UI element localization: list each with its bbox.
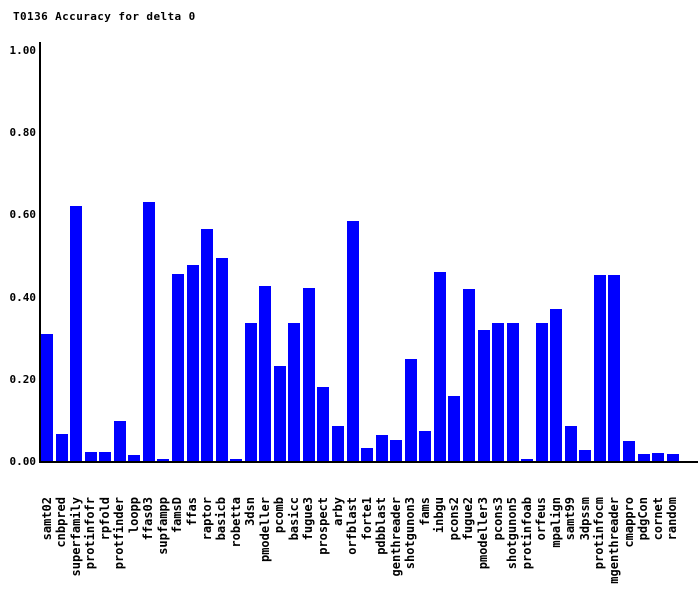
x-tick-label-text: fugue3 bbox=[301, 497, 315, 541]
bar-cnbpred bbox=[56, 434, 68, 461]
x-tick-label-text: basicc bbox=[287, 497, 301, 541]
bar-pcons2 bbox=[448, 396, 460, 461]
bar-inbgu bbox=[434, 272, 446, 461]
x-tick-label-text: raptor bbox=[200, 497, 214, 541]
x-tick-label-text: mpalign bbox=[549, 497, 563, 548]
bar-prospect bbox=[317, 387, 329, 461]
bar-pmodeller3 bbox=[478, 330, 490, 461]
bar-3dsn bbox=[245, 323, 257, 461]
x-tick-label-text: pcons3 bbox=[491, 497, 505, 541]
x-tick-label-text: orfeus bbox=[534, 497, 548, 541]
bar-ffas03 bbox=[143, 202, 155, 461]
x-tick-label-text: protfinder bbox=[112, 497, 126, 570]
x-tick-label-text: ffas bbox=[185, 497, 199, 526]
x-tick-label-text: samt02 bbox=[40, 497, 54, 541]
x-tick-label-text: fugue2 bbox=[461, 497, 475, 541]
bar-mpalign bbox=[550, 309, 562, 461]
y-tick-label: 0.60 bbox=[9, 208, 37, 222]
x-tick-label-text: protinfocm bbox=[592, 497, 606, 570]
chart-title: T0136 Accuracy for delta 0 bbox=[13, 10, 196, 23]
x-tick-label-text: shotgunon5 bbox=[505, 497, 519, 570]
x-tick-label-text: rpfold bbox=[98, 497, 112, 541]
bar-pcomb bbox=[274, 366, 286, 461]
y-axis-line bbox=[39, 42, 41, 463]
bar-famsD bbox=[172, 274, 184, 461]
x-tick-label-text: protinfofr bbox=[83, 497, 97, 570]
bar-raptor bbox=[201, 229, 213, 461]
bar-mgenthreader bbox=[608, 275, 620, 461]
x-tick-label-text: pcons2 bbox=[447, 497, 461, 541]
y-tick-label: 1.00 bbox=[9, 44, 37, 57]
bar-supfampp bbox=[157, 459, 169, 461]
x-tick-label-text: protinfoab bbox=[520, 497, 534, 570]
x-tick-label-text: supfampp bbox=[156, 497, 170, 555]
x-tick-label-text: pcomb bbox=[272, 497, 286, 534]
bar-pdgCon bbox=[638, 454, 650, 461]
x-tick-label-text: cornet bbox=[651, 497, 665, 541]
y-tick-label: 0.20 bbox=[9, 372, 37, 386]
bar-basicb bbox=[216, 258, 228, 461]
bar-fams bbox=[419, 431, 431, 461]
bar-fugue3 bbox=[303, 288, 315, 461]
bar-cornet bbox=[652, 453, 664, 461]
x-tick-label-text: genthreader bbox=[389, 497, 403, 577]
bar-shotgunon5 bbox=[507, 323, 519, 461]
bar-protinfocm bbox=[594, 275, 606, 461]
bar-forte1 bbox=[361, 448, 373, 461]
bar-loopp bbox=[128, 455, 140, 461]
y-tick-label: 0.00 bbox=[9, 455, 37, 468]
x-tick-label-text: forte1 bbox=[360, 497, 374, 541]
x-tick-label-text: samt99 bbox=[563, 497, 577, 541]
bar-protinfoab bbox=[521, 459, 533, 461]
bar-superfamily bbox=[70, 206, 82, 461]
bar-shotgunon3 bbox=[405, 359, 417, 461]
bar-pdbblast bbox=[376, 435, 388, 461]
x-tick-label-text: pmodeller bbox=[258, 497, 272, 563]
bar-3dpssm bbox=[579, 450, 591, 461]
x-tick-label-text: prospect bbox=[316, 497, 330, 555]
x-tick-label-text: famsD bbox=[170, 497, 184, 534]
x-tick-label-text: loopp bbox=[127, 497, 141, 534]
y-tick-label: 0.40 bbox=[9, 290, 37, 304]
x-tick-label-text: ffas03 bbox=[141, 497, 155, 541]
bar-samt02 bbox=[41, 334, 53, 461]
x-tick-label-text: superfamily bbox=[69, 497, 83, 577]
x-axis-line bbox=[39, 461, 698, 463]
bar-protfinder bbox=[114, 421, 126, 461]
bar-pmodeller bbox=[259, 286, 271, 461]
x-tick-label-text: cmappro bbox=[622, 497, 636, 548]
x-tick-label-text: fams bbox=[418, 497, 432, 526]
bar-basicc bbox=[288, 323, 300, 461]
x-tick-label-text: orfblast bbox=[345, 497, 359, 555]
x-tick-label-text: basicb bbox=[214, 497, 228, 541]
bar-pcons3 bbox=[492, 323, 504, 461]
x-tick-label-text: shotgunon3 bbox=[403, 497, 417, 570]
bar-arby bbox=[332, 426, 344, 461]
y-tick-label: 0.80 bbox=[9, 126, 37, 140]
x-tick-label-text: mgenthreader bbox=[607, 497, 621, 584]
bar-orfeus bbox=[536, 323, 548, 461]
bar-rpfold bbox=[99, 452, 111, 461]
x-tick-label-text: arby bbox=[331, 497, 345, 526]
bar-fugue2 bbox=[463, 289, 475, 461]
x-tick-label-text: pdbblast bbox=[374, 497, 388, 555]
bar-robetta bbox=[230, 459, 242, 461]
x-tick-label-text: cnbpred bbox=[54, 497, 68, 548]
bar-protinfofr bbox=[85, 452, 97, 461]
bar-samt99 bbox=[565, 426, 577, 461]
bar-genthreader bbox=[390, 440, 402, 461]
bar-ffas bbox=[187, 265, 199, 461]
x-tick-label-text: 3dsn bbox=[243, 497, 257, 526]
bar-random bbox=[667, 454, 679, 461]
bar-cmappro bbox=[623, 441, 635, 461]
x-tick-label-text: random bbox=[665, 497, 679, 541]
bar-orfblast bbox=[347, 221, 359, 461]
x-tick-label-text: pmodeller3 bbox=[476, 497, 490, 570]
x-tick-label-text: pdgCon bbox=[636, 497, 650, 541]
x-tick-label-text: inbgu bbox=[432, 497, 446, 534]
x-tick-label-text: robetta bbox=[229, 497, 243, 548]
x-tick-label-text: 3dpssm bbox=[578, 497, 592, 541]
